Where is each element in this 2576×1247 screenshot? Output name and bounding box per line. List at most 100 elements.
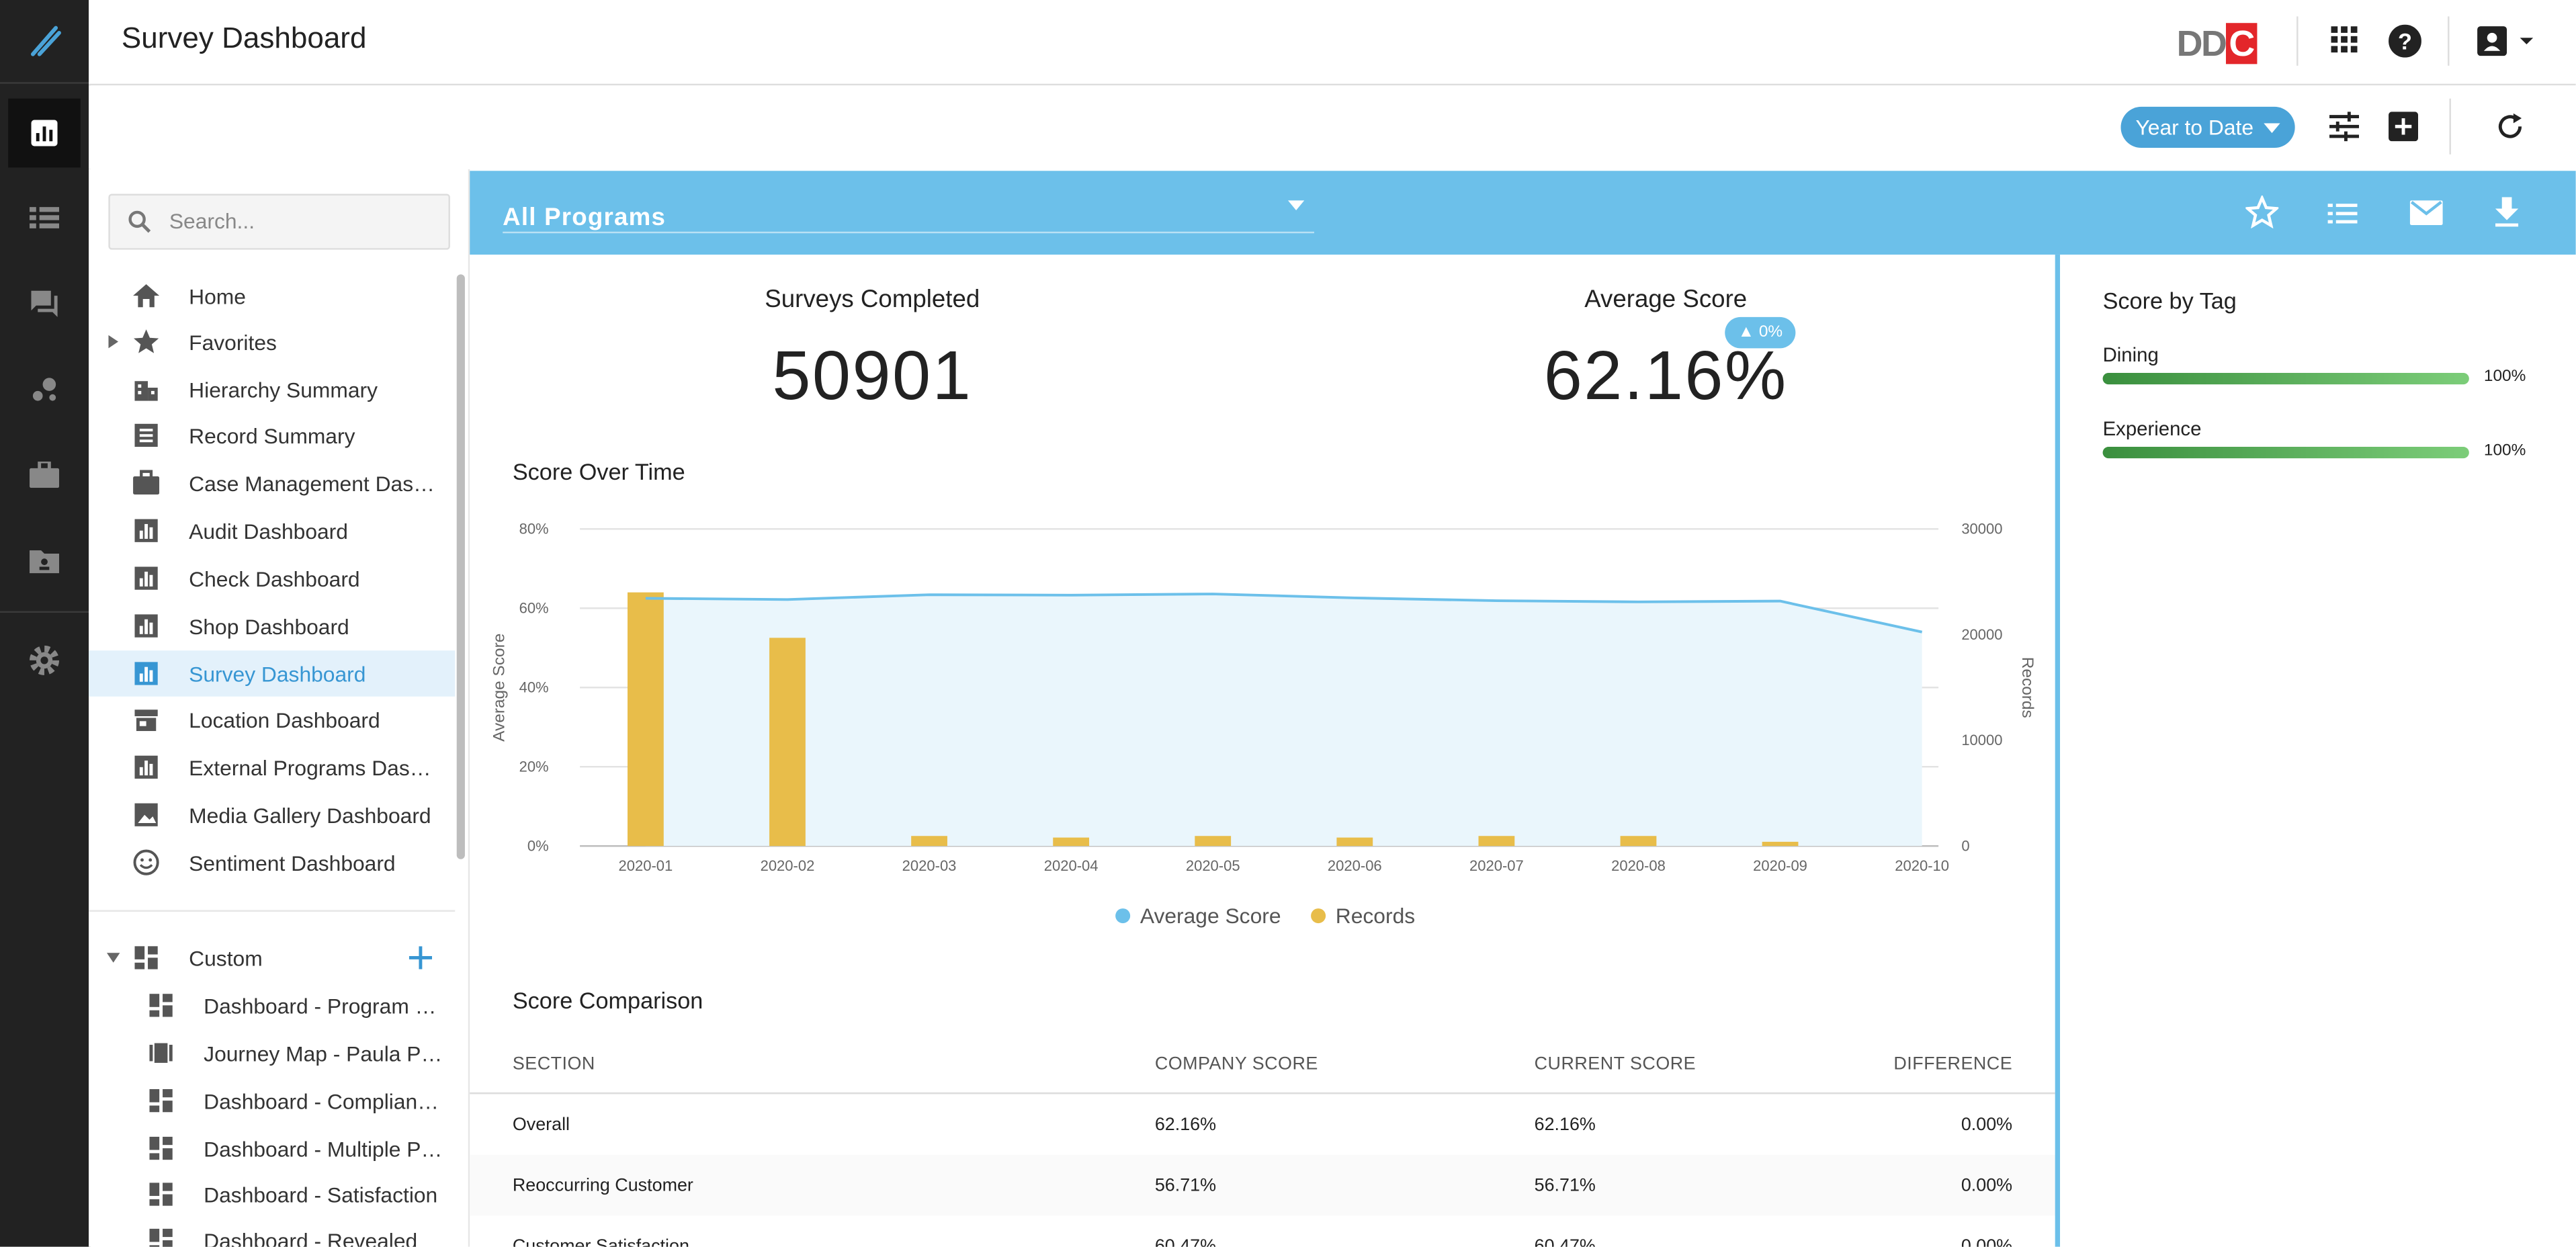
- tag-name-experience: Experience: [2102, 417, 2202, 441]
- x-tick-label: 2020-10: [1895, 857, 1949, 874]
- email-icon[interactable]: [2409, 200, 2443, 233]
- contact-folder-icon[interactable]: [8, 525, 81, 595]
- surveys-completed-value: 50901: [772, 337, 973, 415]
- sidebar-item-home[interactable]: Home: [89, 273, 455, 318]
- custom-item-satisfaction[interactable]: Dashboard - Satisfaction: [89, 1171, 455, 1217]
- app-logo-icon[interactable]: [8, 7, 81, 76]
- sidebar-item-record-summary[interactable]: Record Summary: [89, 413, 455, 458]
- column-header-current-score[interactable]: CURRENT SCORE: [1492, 1036, 1830, 1094]
- apps-grid-icon[interactable]: [2331, 26, 2358, 60]
- star-icon: [134, 329, 159, 353]
- search-placeholder: Search...: [169, 208, 255, 234]
- records-bar: [1478, 836, 1515, 847]
- column-header-company-score[interactable]: COMPANY SCORE: [1112, 1036, 1492, 1094]
- x-tick-label: 2020-05: [1186, 857, 1240, 874]
- tag-value-dining: 100%: [2483, 368, 2526, 386]
- sidebar-item-hierarchy-summary[interactable]: Hierarchy Summary: [89, 366, 455, 412]
- list-icon[interactable]: [8, 184, 81, 253]
- collapse-arrow-icon[interactable]: [106, 953, 120, 963]
- custom-item-revealed[interactable]: Dashboard - Revealed: [89, 1217, 455, 1247]
- sidebar-item-check-dashboard[interactable]: Check Dashboard: [89, 555, 455, 601]
- top-bar: Survey Dashboard DD C ?: [89, 0, 2576, 86]
- x-tick-label: 2020-07: [1469, 857, 1524, 874]
- scatter-icon[interactable]: [8, 355, 81, 424]
- score-over-time-chart: 0% 20% 40% 60% 80% 0 10000 20000 30000 Average Sc…: [490, 521, 2036, 874]
- records-bar: [1762, 841, 1799, 847]
- custom-item-program-overview[interactable]: Dashboard - Program O...: [89, 982, 455, 1028]
- date-range-dropdown[interactable]: Year to Date: [2120, 106, 2295, 148]
- column-header-section[interactable]: SECTION: [470, 1036, 1113, 1094]
- tag-bar-experience: [2102, 447, 2469, 459]
- dashboard-layout-icon: [149, 994, 173, 1017]
- add-widget-icon[interactable]: [2389, 112, 2419, 149]
- image-icon: [134, 803, 158, 826]
- sidebar-item-survey-dashboard[interactable]: Survey Dashboard: [89, 650, 456, 697]
- filter-sliders-icon[interactable]: [2329, 112, 2360, 149]
- y-right-tick-label: 10000: [1961, 732, 2002, 748]
- sidebar-item-favorites[interactable]: Favorites: [89, 318, 455, 364]
- refresh-icon[interactable]: [2495, 112, 2525, 149]
- sidebar-item-media-gallery[interactable]: Media Gallery Dashboard: [89, 791, 455, 837]
- average-score-line: [645, 593, 1923, 634]
- expand-arrow-icon[interactable]: [108, 335, 119, 349]
- y-left-tick-label: 20%: [519, 759, 549, 775]
- custom-item-journey-map[interactable]: Journey Map - Paula Pe...: [89, 1030, 455, 1076]
- table-row: Customer Satisfaction 60.47% 60.47% 0.00…: [512, 1236, 2013, 1247]
- y-left-tick-label: 0%: [527, 838, 549, 855]
- download-icon[interactable]: [2495, 197, 2519, 234]
- custom-item-multiple-programs[interactable]: Dashboard - Multiple Pr...: [89, 1125, 455, 1171]
- account-menu-icon[interactable]: [2477, 25, 2536, 66]
- search-icon: [128, 210, 151, 233]
- help-icon[interactable]: ?: [2389, 24, 2421, 66]
- legend-item-average-score[interactable]: Average Score: [1115, 904, 1281, 928]
- score-over-time-title: Score Over Time: [512, 458, 685, 485]
- x-tick-label: 2020-06: [1328, 857, 1382, 874]
- y-left-tick-label: 80%: [519, 521, 549, 538]
- table-row: Reoccurring Customer 56.71% 56.71% 0.00%: [470, 1154, 2055, 1216]
- chat-icon[interactable]: [8, 269, 81, 339]
- legend-dot: [1311, 908, 1326, 924]
- score-comparison-title: Score Comparison: [512, 987, 703, 1014]
- dashboard-layout-icon: [149, 1228, 173, 1247]
- add-custom-dashboard-icon[interactable]: [409, 946, 433, 970]
- program-banner: All Programs: [470, 171, 2576, 255]
- toolbar: Year to Date: [89, 85, 2576, 169]
- search-input[interactable]: Search...: [108, 194, 450, 250]
- chart-icon: [134, 614, 158, 638]
- sidebar-section-custom[interactable]: Custom: [89, 935, 455, 980]
- document-icon: [134, 423, 158, 447]
- settings-gear-icon[interactable]: [8, 626, 81, 695]
- y-left-tick-label: 60%: [519, 600, 549, 617]
- sidebar-scrollbar[interactable]: [456, 274, 465, 859]
- chevron-down-icon: [2263, 122, 2280, 132]
- dashboard-icon[interactable]: [8, 98, 81, 168]
- records-bar: [627, 592, 664, 847]
- legend-item-records[interactable]: Records: [1311, 904, 1415, 928]
- score-by-tag-panel: Score by Tag Dining 100% Experience 100%: [2055, 254, 2576, 1247]
- program-select-value: All Programs: [503, 204, 667, 232]
- records-bar: [911, 836, 947, 847]
- chart-icon: [134, 662, 158, 685]
- column-header-difference[interactable]: DIFFERENCE: [1830, 1036, 2055, 1094]
- average-score-delta-badge: ▲ 0%: [1725, 316, 1796, 349]
- sidebar-item-location-dashboard[interactable]: Location Dashboard: [89, 697, 455, 742]
- sidebar-item-case-management[interactable]: Case Management Dashb...: [89, 460, 455, 506]
- program-select[interactable]: All Programs: [503, 194, 1315, 234]
- main-content: Surveys Completed 50901 Average Score 62…: [470, 254, 2055, 1247]
- sidebar-item-audit-dashboard[interactable]: Audit Dashboard: [89, 508, 455, 554]
- x-tick-label: 2020-01: [619, 857, 673, 874]
- custom-item-compliance[interactable]: Dashboard - Complianc...: [89, 1078, 455, 1123]
- sidebar-item-sentiment-dashboard[interactable]: Sentiment Dashboard: [89, 839, 455, 885]
- score-by-tag-title: Score by Tag: [2102, 287, 2237, 314]
- chevron-down-icon: [1287, 200, 1305, 210]
- list-view-icon[interactable]: [2327, 202, 2358, 232]
- sidebar-item-external-programs[interactable]: External Programs Dashb...: [89, 744, 455, 790]
- briefcase-icon[interactable]: [8, 440, 81, 509]
- y-right-tick-label: 0: [1961, 838, 1969, 855]
- favorite-star-icon[interactable]: [2243, 194, 2280, 236]
- journey-map-icon: [149, 1043, 173, 1063]
- y-left-axis-title: Average Score: [490, 634, 509, 742]
- tag-value-experience: 100%: [2483, 441, 2526, 460]
- sidebar-item-shop-dashboard[interactable]: Shop Dashboard: [89, 603, 455, 648]
